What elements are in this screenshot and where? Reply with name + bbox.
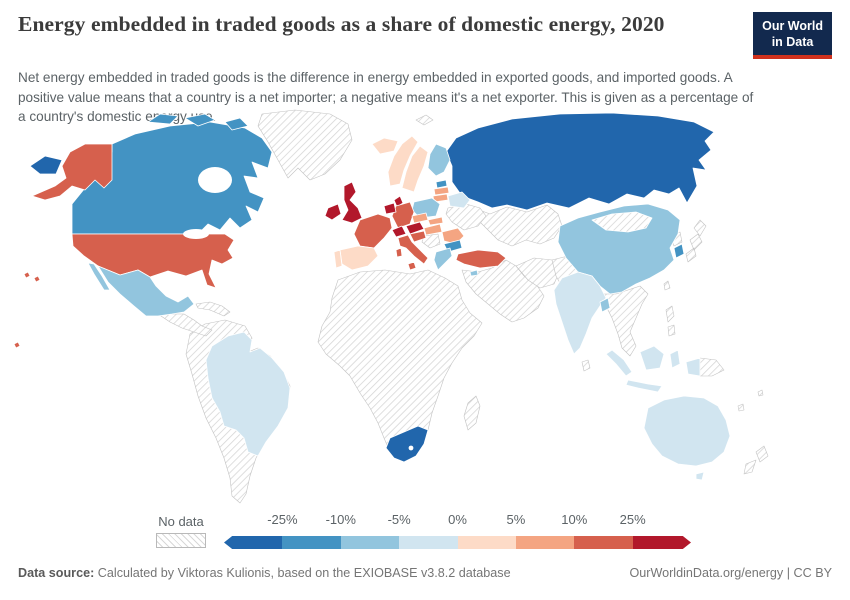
chart-header: Energy embedded in traded goods as a sha… [18,12,832,126]
data-source-text: Calculated by Viktoras Kulionis, based o… [94,566,511,580]
country-taiwan[interactable] [663,280,671,291]
country-usa-alaska[interactable] [31,143,113,201]
legend-bin-0[interactable] [224,536,283,549]
owid-logo-line1: Our World [762,19,823,33]
country-italy[interactable] [395,234,429,271]
country-france[interactable] [353,213,393,249]
country-mongolia-overlay[interactable] [591,211,653,233]
country-new-zealand[interactable] [743,445,769,475]
region-central-asia[interactable] [473,204,563,247]
region-caribbean[interactable] [195,301,231,317]
country-brazil[interactable] [205,331,291,457]
data-source-label: Data source: [18,566,95,580]
country-usa[interactable] [71,233,235,289]
country-estonia[interactable] [435,179,448,189]
country-switzerland[interactable] [391,225,407,238]
owid-logo-line2: in Data [771,34,814,49]
country-czechia[interactable] [411,212,429,224]
country-spain[interactable] [339,245,379,271]
country-latvia[interactable] [433,186,450,196]
legend-bin-3[interactable] [399,536,458,549]
region-pacific-islands[interactable] [737,389,764,412]
country-philippines[interactable] [665,305,676,337]
country-cyprus[interactable] [469,269,479,277]
country-greenland[interactable] [257,109,353,181]
country-usa-hawaii[interactable] [13,271,41,349]
data-source: Data source: Calculated by Viktoras Kuli… [18,566,511,580]
region-balkans[interactable] [421,233,441,249]
country-russia[interactable] [445,112,715,211]
country-mexico[interactable] [87,262,195,317]
legend-tick-10%: 10% [561,512,588,527]
country-ireland[interactable] [324,203,342,221]
country-south-korea[interactable] [673,243,685,259]
country-united-kingdom[interactable] [341,181,363,224]
country-greece[interactable] [433,247,453,271]
map-legend: No data -25% -10% -5% 0% 5% 10% 25% [0,512,850,558]
country-madagascar[interactable] [463,395,481,431]
region-se-asia[interactable] [603,285,649,357]
legend-tick-labels: -25% -10% -5% 0% 5% 10% 25% [224,512,691,530]
country-india[interactable] [553,271,607,355]
country-belarus[interactable] [447,191,471,209]
country-japan[interactable] [685,219,707,263]
region-africa[interactable] [317,269,483,461]
legend-no-data: No data [155,514,207,548]
country-portugal[interactable] [333,249,343,269]
legend-tick--25%: -25% [267,512,298,527]
hudson-bay [198,167,232,193]
legend-color-bar [224,536,691,549]
country-norway[interactable] [387,135,419,187]
legend-bin-2[interactable] [340,536,400,549]
region-benelux[interactable] [383,202,397,215]
no-data-swatch[interactable] [156,533,206,548]
legend-tick--10%: -10% [325,512,356,527]
legend-tick-0%: 0% [448,512,467,527]
country-sweden[interactable] [401,145,429,193]
license-label: CC BY [793,566,833,580]
country-ukraine[interactable] [445,203,487,231]
country-indonesia[interactable] [605,345,701,393]
lesotho-hole [408,445,414,451]
no-data-label: No data [158,514,204,529]
legend-bin-5[interactable] [515,536,575,549]
legend-bin-7[interactable] [632,536,691,549]
chart-footer: Data source: Calculated by Viktoras Kuli… [18,566,832,580]
country-slovakia[interactable] [427,216,444,226]
country-papua-new-guinea[interactable] [699,357,725,377]
country-svalbard[interactable] [415,114,434,126]
license-separator: | [783,566,794,580]
owid-logo[interactable]: Our World in Data [753,12,832,60]
world-choropleth-map [0,108,850,508]
country-hungary[interactable] [423,223,443,236]
legend-bin-4[interactable] [457,536,516,549]
legend-tick-5%: 5% [506,512,526,527]
country-south-africa[interactable] [385,425,429,463]
owid-link[interactable]: OurWorldinData.org/energy [629,566,784,580]
country-turkey[interactable] [455,249,507,269]
legend-bin-1[interactable] [282,536,341,549]
country-iceland[interactable] [371,137,399,155]
legend-bin-6[interactable] [574,536,633,549]
country-sri-lanka[interactable] [581,359,591,372]
country-canada-arctic-islands[interactable] [147,113,249,131]
footer-attribution: OurWorldinData.org/energy | CC BY [629,566,832,580]
country-russia-chukotka[interactable] [29,155,63,175]
chart-subtitle: Net energy embedded in traded goods is t… [18,70,754,124]
country-germany[interactable] [391,201,415,229]
page-title: Energy embedded in traded goods as a sha… [18,12,665,36]
country-bangladesh[interactable] [599,297,611,313]
country-australia[interactable] [643,395,731,481]
great-lakes [183,229,209,239]
legend-tick-25%: 25% [619,512,646,527]
region-central-america[interactable] [157,313,213,337]
country-finland[interactable] [427,143,451,177]
country-croatia[interactable] [409,230,427,243]
legend-tick--5%: -5% [387,512,411,527]
